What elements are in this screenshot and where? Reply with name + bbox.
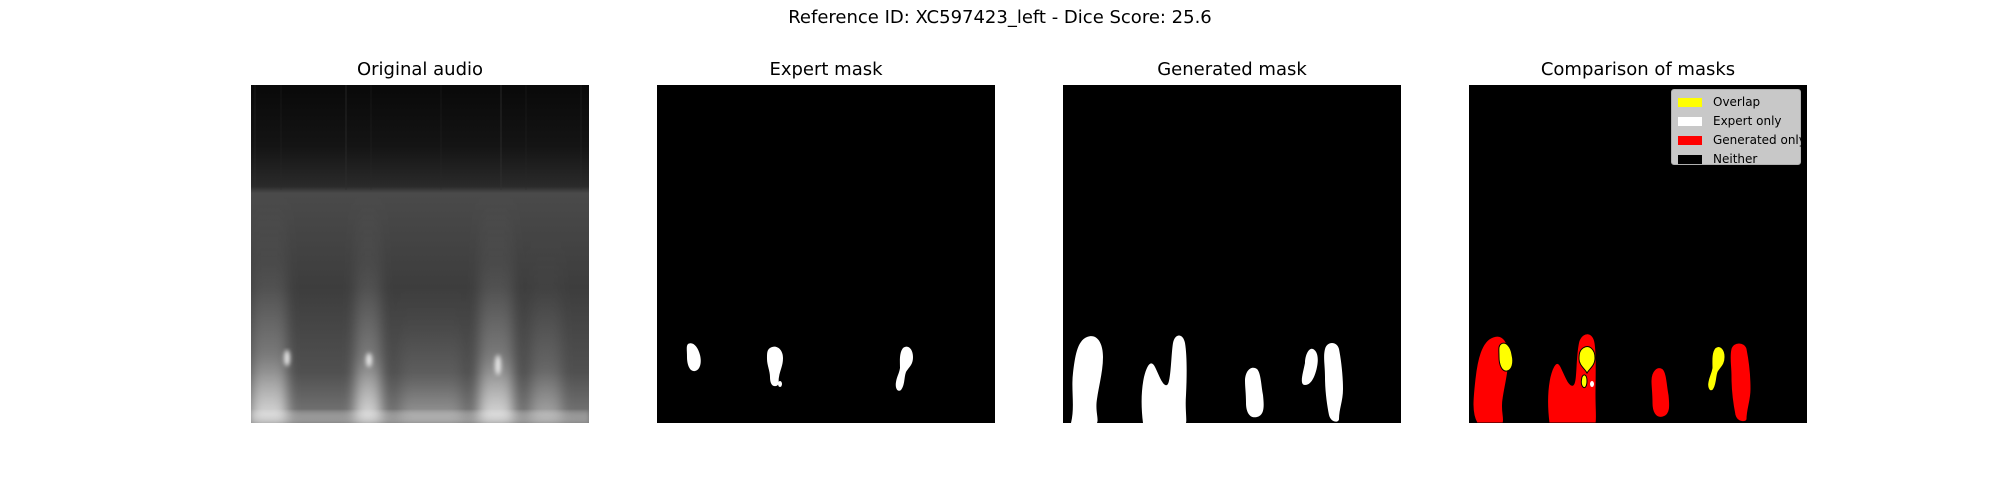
generated-only-region-3 (1650, 367, 1671, 418)
overlap-region-2b (1580, 374, 1588, 389)
overlap-region-1 (1498, 342, 1514, 372)
spectrogram-image (251, 85, 589, 423)
legend-label-overlap: Overlap (1713, 95, 1761, 109)
expert-only-region (1590, 381, 1594, 387)
generated-region-5 (1324, 343, 1343, 422)
comparison-heatmap (1472, 333, 1752, 423)
legend-item-expert-only: Expert only (1678, 112, 1800, 131)
spectrogram-calls (284, 350, 501, 375)
expert-region-2b (778, 381, 782, 387)
comparison-image: Overlap Expert only Generated only Neith… (1469, 85, 1807, 423)
legend-swatch-generated-only (1678, 136, 1702, 145)
generated-region-2 (1141, 335, 1187, 423)
generated-mask-regions (1071, 335, 1343, 423)
legend-label-expert-only: Expert only (1713, 114, 1782, 128)
generated-mask-heatmap (1071, 335, 1343, 423)
figure-suptitle: Reference ID: XC597423_left - Dice Score… (788, 7, 1212, 28)
expert-region-1 (686, 343, 701, 372)
generated-mask-image (1063, 85, 1401, 423)
overlap-region-2a (1578, 346, 1596, 375)
comparison-legend: Overlap Expert only Generated only Neith… (1671, 89, 1806, 166)
generated-region-3 (1245, 367, 1264, 418)
spectrogram-heatmap (251, 85, 589, 423)
expert-mask-heatmap (686, 343, 913, 391)
overlap-regions (1498, 342, 1726, 392)
expert-region-2a (767, 346, 783, 387)
expert-mask-image (657, 85, 995, 423)
panel-title-comparison: Comparison of masks (1540, 59, 1736, 80)
legend-swatch-overlap (1678, 98, 1702, 107)
overlap-region-3 (1707, 346, 1726, 392)
legend-item-generated-only: Generated only (1678, 131, 1806, 150)
panel-title-generated-mask: Generated mask (1157, 59, 1307, 80)
legend-item-neither: Neither (1678, 150, 1800, 169)
legend-swatch-expert-only (1678, 117, 1702, 126)
generated-region-4 (1301, 348, 1318, 385)
panel-title-original-audio: Original audio (356, 59, 484, 80)
generated-only-region-4 (1729, 342, 1752, 423)
spectrogram-energy-bands (251, 195, 561, 423)
legend-label-generated-only: Generated only (1713, 133, 1806, 147)
legend-swatch-neither (1678, 155, 1702, 164)
legend-item-overlap: Overlap (1678, 93, 1800, 112)
panel-title-expert-mask: Expert mask (769, 59, 883, 80)
legend-label-neither: Neither (1713, 152, 1758, 166)
expert-region-3 (895, 346, 913, 391)
spectrogram-noise-lines (254, 85, 582, 190)
generated-region-1 (1071, 336, 1103, 423)
generated-only-regions (1472, 333, 1752, 423)
expert-mask-regions (686, 343, 913, 391)
